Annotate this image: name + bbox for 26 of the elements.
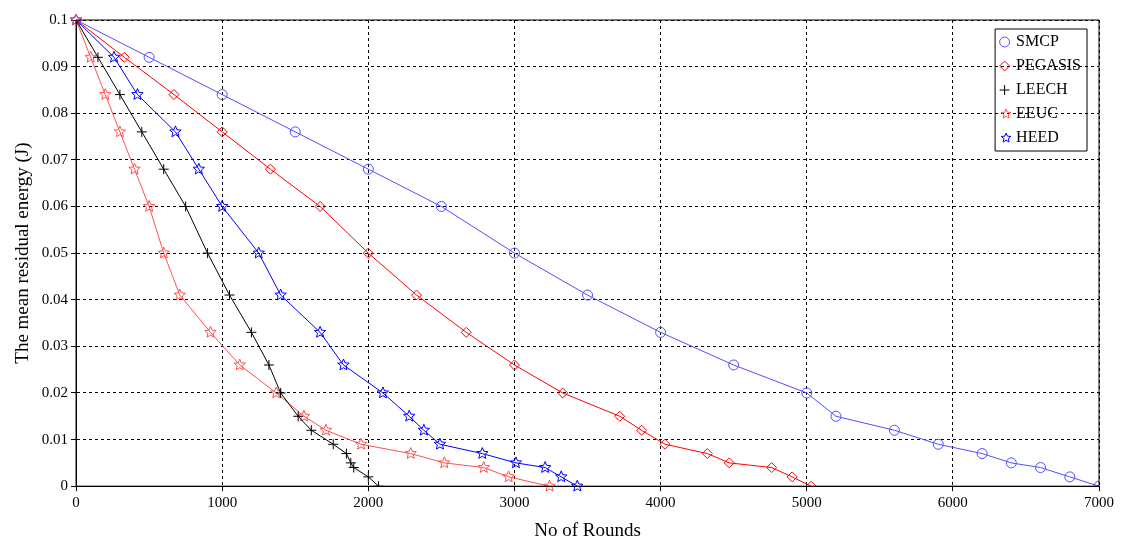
x-tick-label: 5000 [791,494,822,511]
legend-label: EEUC [1016,104,1058,122]
y-tick-label: 0.08 [41,104,69,121]
y-tick-label: 0.02 [41,383,69,400]
legend-label: LEECH [1016,80,1069,98]
y-tick-label: 0.07 [41,150,69,167]
y-tick-label: 0 [60,477,69,494]
legend-label: HEED [1016,128,1059,146]
y-tick-label: 0.1 [49,10,69,27]
x-tick-label: 2000 [353,494,384,511]
y-tick-label: 0.09 [41,57,69,74]
legend-label: PEGASIS [1016,56,1081,74]
y-axis-title: The mean residual energy (J) [11,142,34,364]
y-tick-label: 0.06 [41,197,69,214]
y-tick-label: 0.03 [41,337,69,354]
y-tick-label: 0.05 [41,244,69,261]
x-tick-label: 1000 [207,494,238,511]
legend-label: SMCP [1016,32,1059,50]
x-tick-label: 4000 [645,494,676,511]
y-tick-label: 0.04 [41,290,69,307]
x-tick-label: 0 [72,494,80,511]
x-axis-title: No of Rounds [534,518,641,540]
x-tick-label: 6000 [937,494,968,511]
x-tick-label: 3000 [499,494,530,511]
x-tick-label: 7000 [1084,494,1114,511]
y-tick-label: 0.01 [41,430,69,447]
